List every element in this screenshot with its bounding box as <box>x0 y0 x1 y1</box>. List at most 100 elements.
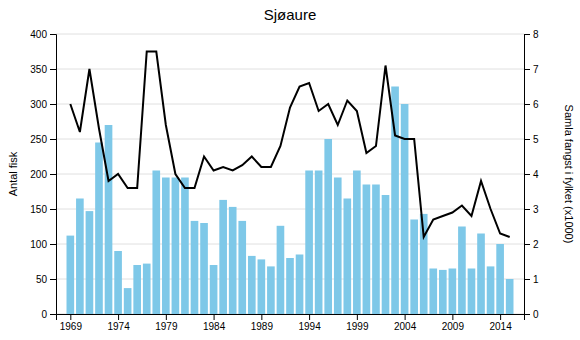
bar <box>468 269 476 315</box>
tick-label: 1974 <box>107 321 130 332</box>
tick-label: 1979 <box>155 321 178 332</box>
tick-mark <box>50 174 56 175</box>
tick: 0 <box>41 309 56 320</box>
tick-mark <box>524 314 530 315</box>
tick-label: 5 <box>533 134 539 145</box>
tick-label: 1989 <box>251 321 274 332</box>
tick-mark <box>166 314 167 320</box>
axis-line <box>50 35 57 315</box>
tick-mark <box>524 69 530 70</box>
bar <box>219 200 227 314</box>
bar <box>133 265 141 314</box>
grid-line <box>56 244 524 245</box>
axis-line <box>525 35 531 315</box>
bar <box>487 266 495 314</box>
tick: 300 <box>30 99 56 110</box>
tick-label: 300 <box>30 99 47 110</box>
tick-mark <box>70 314 71 320</box>
tick: 6 <box>524 99 539 110</box>
tick-mark <box>524 209 530 210</box>
bar <box>210 265 218 314</box>
tick-mark <box>452 314 453 320</box>
tick: 3 <box>524 204 539 215</box>
tick: 1994 <box>298 314 321 332</box>
tick-label: 3 <box>533 204 539 215</box>
bar <box>305 171 313 315</box>
bar <box>143 264 151 314</box>
bar <box>162 178 170 315</box>
tick-label: 1 <box>533 274 539 285</box>
grid-line <box>56 104 524 105</box>
tick: 5 <box>524 134 539 145</box>
tick-label: 4 <box>533 169 539 180</box>
axis: 0 1 2 3 4 5 6 7 8 <box>524 29 539 320</box>
bar <box>95 143 103 315</box>
chart: 1969197419791984198919941999200420092014… <box>0 0 580 340</box>
tick-label: 2 <box>533 239 539 250</box>
tick-mark <box>524 34 530 35</box>
tick-mark <box>261 314 262 320</box>
bar <box>258 259 266 314</box>
tick: 350 <box>30 64 56 75</box>
bar <box>229 207 237 314</box>
bar <box>67 236 75 314</box>
tick-label: 1999 <box>346 321 369 332</box>
bar <box>410 220 418 315</box>
tick-mark <box>50 104 56 105</box>
tick-label: 100 <box>30 239 47 250</box>
tick-mark <box>524 104 530 105</box>
tick-label: 1994 <box>298 321 321 332</box>
bar <box>200 223 208 314</box>
bar <box>86 211 94 314</box>
grid-line <box>56 139 524 140</box>
tick: 0 <box>524 309 539 320</box>
tick: 1979 <box>155 314 178 332</box>
tick: 200 <box>30 169 56 180</box>
bar <box>191 221 199 314</box>
tick-mark <box>50 314 56 315</box>
tick-label: 2004 <box>394 321 417 332</box>
bar <box>334 178 342 315</box>
tick-mark <box>524 139 530 140</box>
tick: 100 <box>30 239 56 250</box>
bar <box>401 104 409 314</box>
tick-mark <box>50 279 56 280</box>
bar <box>76 199 84 315</box>
tick: 50 <box>36 274 56 285</box>
axis-title: Samla fangst i fylket (x1000) <box>563 105 575 244</box>
line <box>70 52 509 238</box>
bar <box>181 178 189 315</box>
tick-label: 1969 <box>60 321 83 332</box>
tick-mark <box>405 314 406 320</box>
marks <box>67 52 514 315</box>
bar <box>315 171 323 315</box>
tick: 2009 <box>442 314 465 332</box>
bar <box>324 139 332 314</box>
grid <box>56 34 524 314</box>
tick-label: 250 <box>30 134 47 145</box>
tick: 1969 <box>60 314 83 332</box>
grid-line <box>56 174 524 175</box>
tick-label: 8 <box>533 29 539 40</box>
bar <box>458 227 466 315</box>
axis: 1969197419791984198919941999200420092014 <box>57 314 525 332</box>
tick-mark <box>524 244 530 245</box>
tick: 1974 <box>107 314 130 332</box>
tick: 250 <box>30 134 56 145</box>
tick-mark <box>50 209 56 210</box>
bar <box>152 171 160 315</box>
tick-mark <box>524 279 530 280</box>
bar <box>238 221 246 314</box>
bar <box>506 279 514 314</box>
bar <box>114 251 122 314</box>
tick: 7 <box>524 64 539 75</box>
tick: 2 <box>524 239 539 250</box>
tick-label: 0 <box>533 309 539 320</box>
bar <box>353 171 361 315</box>
bar <box>372 185 380 315</box>
grid-line <box>56 209 524 210</box>
tick-label: 150 <box>30 204 47 215</box>
bar <box>363 185 371 315</box>
tick: 2004 <box>394 314 417 332</box>
tick-label: 50 <box>36 274 48 285</box>
